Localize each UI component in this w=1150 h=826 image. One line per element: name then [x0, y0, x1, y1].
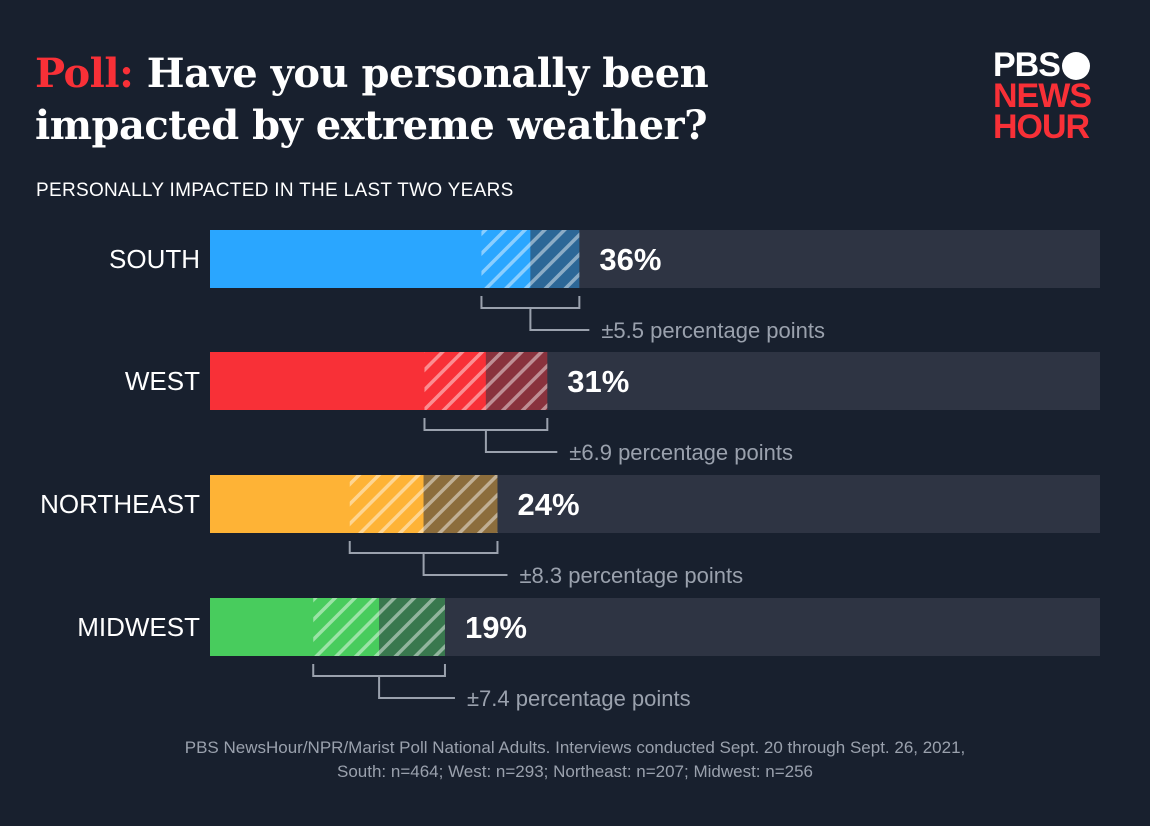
title-kicker: Poll: [35, 50, 134, 97]
moe-hatch [424, 352, 548, 410]
value-label: 24% [517, 487, 579, 522]
moe-bracket [480, 296, 590, 331]
value-label: 19% [465, 610, 527, 645]
footnote-line1: PBS NewsHour/NPR/Marist Poll National Ad… [184, 738, 966, 757]
moe-bracket [423, 418, 558, 453]
moe-bracket [348, 541, 508, 576]
moe-label: ±6.9 percentage points [569, 440, 793, 465]
chart-subtitle: PERSONALLY IMPACTED IN THE LAST TWO YEAR… [36, 180, 514, 201]
pbs-head-icon [1061, 51, 1090, 80]
moe-hatch [313, 598, 445, 656]
footnote: PBS NewsHour/NPR/Marist Poll National Ad… [0, 736, 1150, 784]
pbs-newshour-logo: PBS NEWS HOUR [993, 46, 1092, 146]
value-label: 36% [599, 242, 661, 277]
footnote-line2: South: n=464; West: n=293; Northeast: n=… [337, 762, 813, 781]
moe-label: ±8.3 percentage points [519, 563, 743, 588]
logo-line3: HOUR [993, 108, 1090, 146]
moe-label: ±7.4 percentage points [467, 686, 691, 711]
moe-hatch [349, 475, 498, 533]
value-label: 31% [567, 364, 629, 399]
moe-bracket [312, 664, 455, 699]
moe-hatch [481, 230, 580, 288]
logo-line2: NEWS [993, 77, 1092, 115]
category-label: SOUTH [109, 244, 200, 274]
bar-south [210, 230, 531, 288]
category-label: WEST [125, 366, 200, 396]
logo-line1: PBS [993, 46, 1061, 84]
chart-title: Poll: Have you personally been impacted … [35, 48, 795, 152]
title-text: Have you personally been impacted by ext… [35, 50, 709, 149]
moe-label: ±5.5 percentage points [601, 318, 825, 343]
category-label: MIDWEST [77, 612, 200, 642]
category-label: NORTHEAST [40, 489, 200, 519]
